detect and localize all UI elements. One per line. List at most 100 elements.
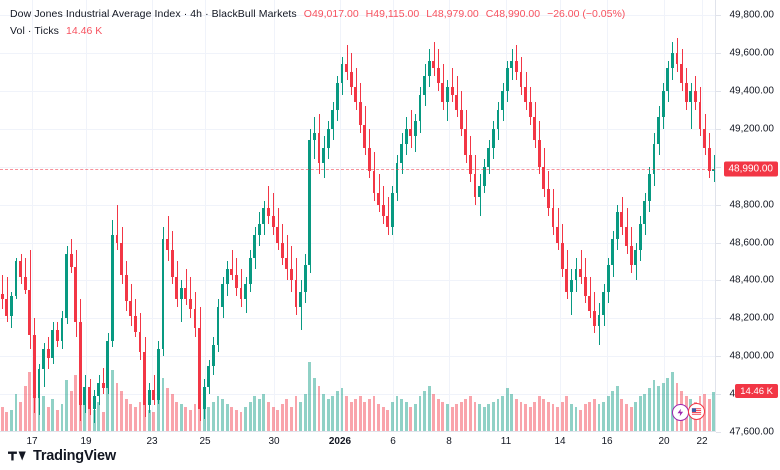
volume-bar [583,404,587,431]
volume-bar [464,399,468,431]
volume-bar [290,407,293,431]
chart-gridlines [0,0,715,431]
lightning-icon [677,408,684,417]
volume-bar [514,399,518,431]
price-axis-label: 48,600.00 [729,237,775,249]
candle-body [83,386,87,406]
candle-body [363,125,367,148]
candle-body [418,94,422,122]
time-axis[interactable]: 17 19 23 25 30 2026 6 8 11 14 16 20 22 [0,432,716,454]
volume-bar [707,399,711,431]
candle-body [592,310,596,326]
volume-bar [212,401,215,431]
candle-body [648,174,651,201]
candle-body [574,269,578,281]
candle-body [400,144,404,163]
volume-bar [478,404,482,431]
candle-wick [581,250,582,285]
candle-body [65,253,68,319]
gridline-vertical [702,0,703,431]
time-axis-label: 11 [500,436,512,447]
volume-bar [193,404,197,431]
candle-body [698,102,702,129]
candle-body [423,75,426,95]
volume-bar [138,401,142,431]
volume-bar [652,380,656,431]
candle-body [464,128,468,156]
candle-wick [268,185,269,224]
country-badge[interactable] [688,403,705,420]
time-axis-label: 17 [26,436,38,447]
volume-bar [625,404,628,431]
price-tick-mark [716,90,721,92]
volume-bar [166,388,169,431]
price-axis[interactable]: 49,800.00 49,600.00 49,400.00 49,200.00 48,8… [716,0,780,438]
volume-bar [221,399,225,431]
volume-bar [579,409,583,431]
volume-bar [377,404,381,431]
candle-wick [571,269,572,315]
candle-body [556,227,560,243]
price-tick-mark [716,242,721,244]
candle-body [326,128,330,148]
volume-bar [88,407,91,431]
gridline-vertical [152,0,153,431]
volume-bar [152,412,156,431]
volume-bar [551,404,555,431]
candle-body [491,128,495,148]
volume-badge[interactable]: 14.46 K [735,384,778,399]
price-tick-mark [716,356,721,358]
candle-body [703,128,706,148]
volume-bar [101,412,105,431]
volume-bar [46,407,50,431]
candle-body [111,234,114,342]
volume-bar [239,412,243,431]
candle-body [629,246,633,266]
candle-body [175,276,179,300]
candle-body [257,223,261,235]
candle-wick [347,45,348,80]
candle-body [459,109,463,129]
candle-body [432,60,436,69]
candle-body [179,288,183,300]
candle-body [5,299,9,317]
chart-plot-area[interactable] [0,0,716,432]
volume-bar [207,407,211,431]
candle-body [340,64,344,84]
volume-bar [450,407,454,431]
flash-badge[interactable] [672,404,689,421]
gridline-horizontal [0,90,715,92]
candle-body [55,329,59,342]
volume-bar [670,372,674,431]
candle-body [469,155,472,175]
volume-bar [225,404,229,431]
tradingview-logo[interactable]: TradingView [8,448,116,464]
candle-body [106,341,110,389]
candle-body [115,234,119,243]
candle-body [290,269,293,281]
candle-body [221,284,225,307]
candle-body [620,212,624,228]
candle-body [657,117,661,144]
volume-bar [133,407,137,431]
volume-bar [510,393,514,431]
time-axis-label: 22 [696,436,708,447]
candle-body [606,265,610,292]
candle-body [230,269,234,275]
volume-bar [634,401,638,431]
volume-bar [143,393,146,431]
candle-body [551,208,555,228]
volume-bar [244,407,247,431]
candle-wick [383,185,384,224]
price-axis-label: 48,000.00 [729,350,775,362]
volume-bar [349,401,353,431]
volume-bar [712,392,715,431]
gridline-vertical [32,0,33,431]
volume-bar [322,393,325,431]
candle-body [60,318,64,342]
time-axis-label: 14 [554,436,566,447]
volume-bar [418,396,422,431]
time-axis-label: 20 [658,436,670,447]
gridline-horizontal [0,356,715,358]
current-price-badge[interactable]: 48,990.00 [723,161,778,177]
